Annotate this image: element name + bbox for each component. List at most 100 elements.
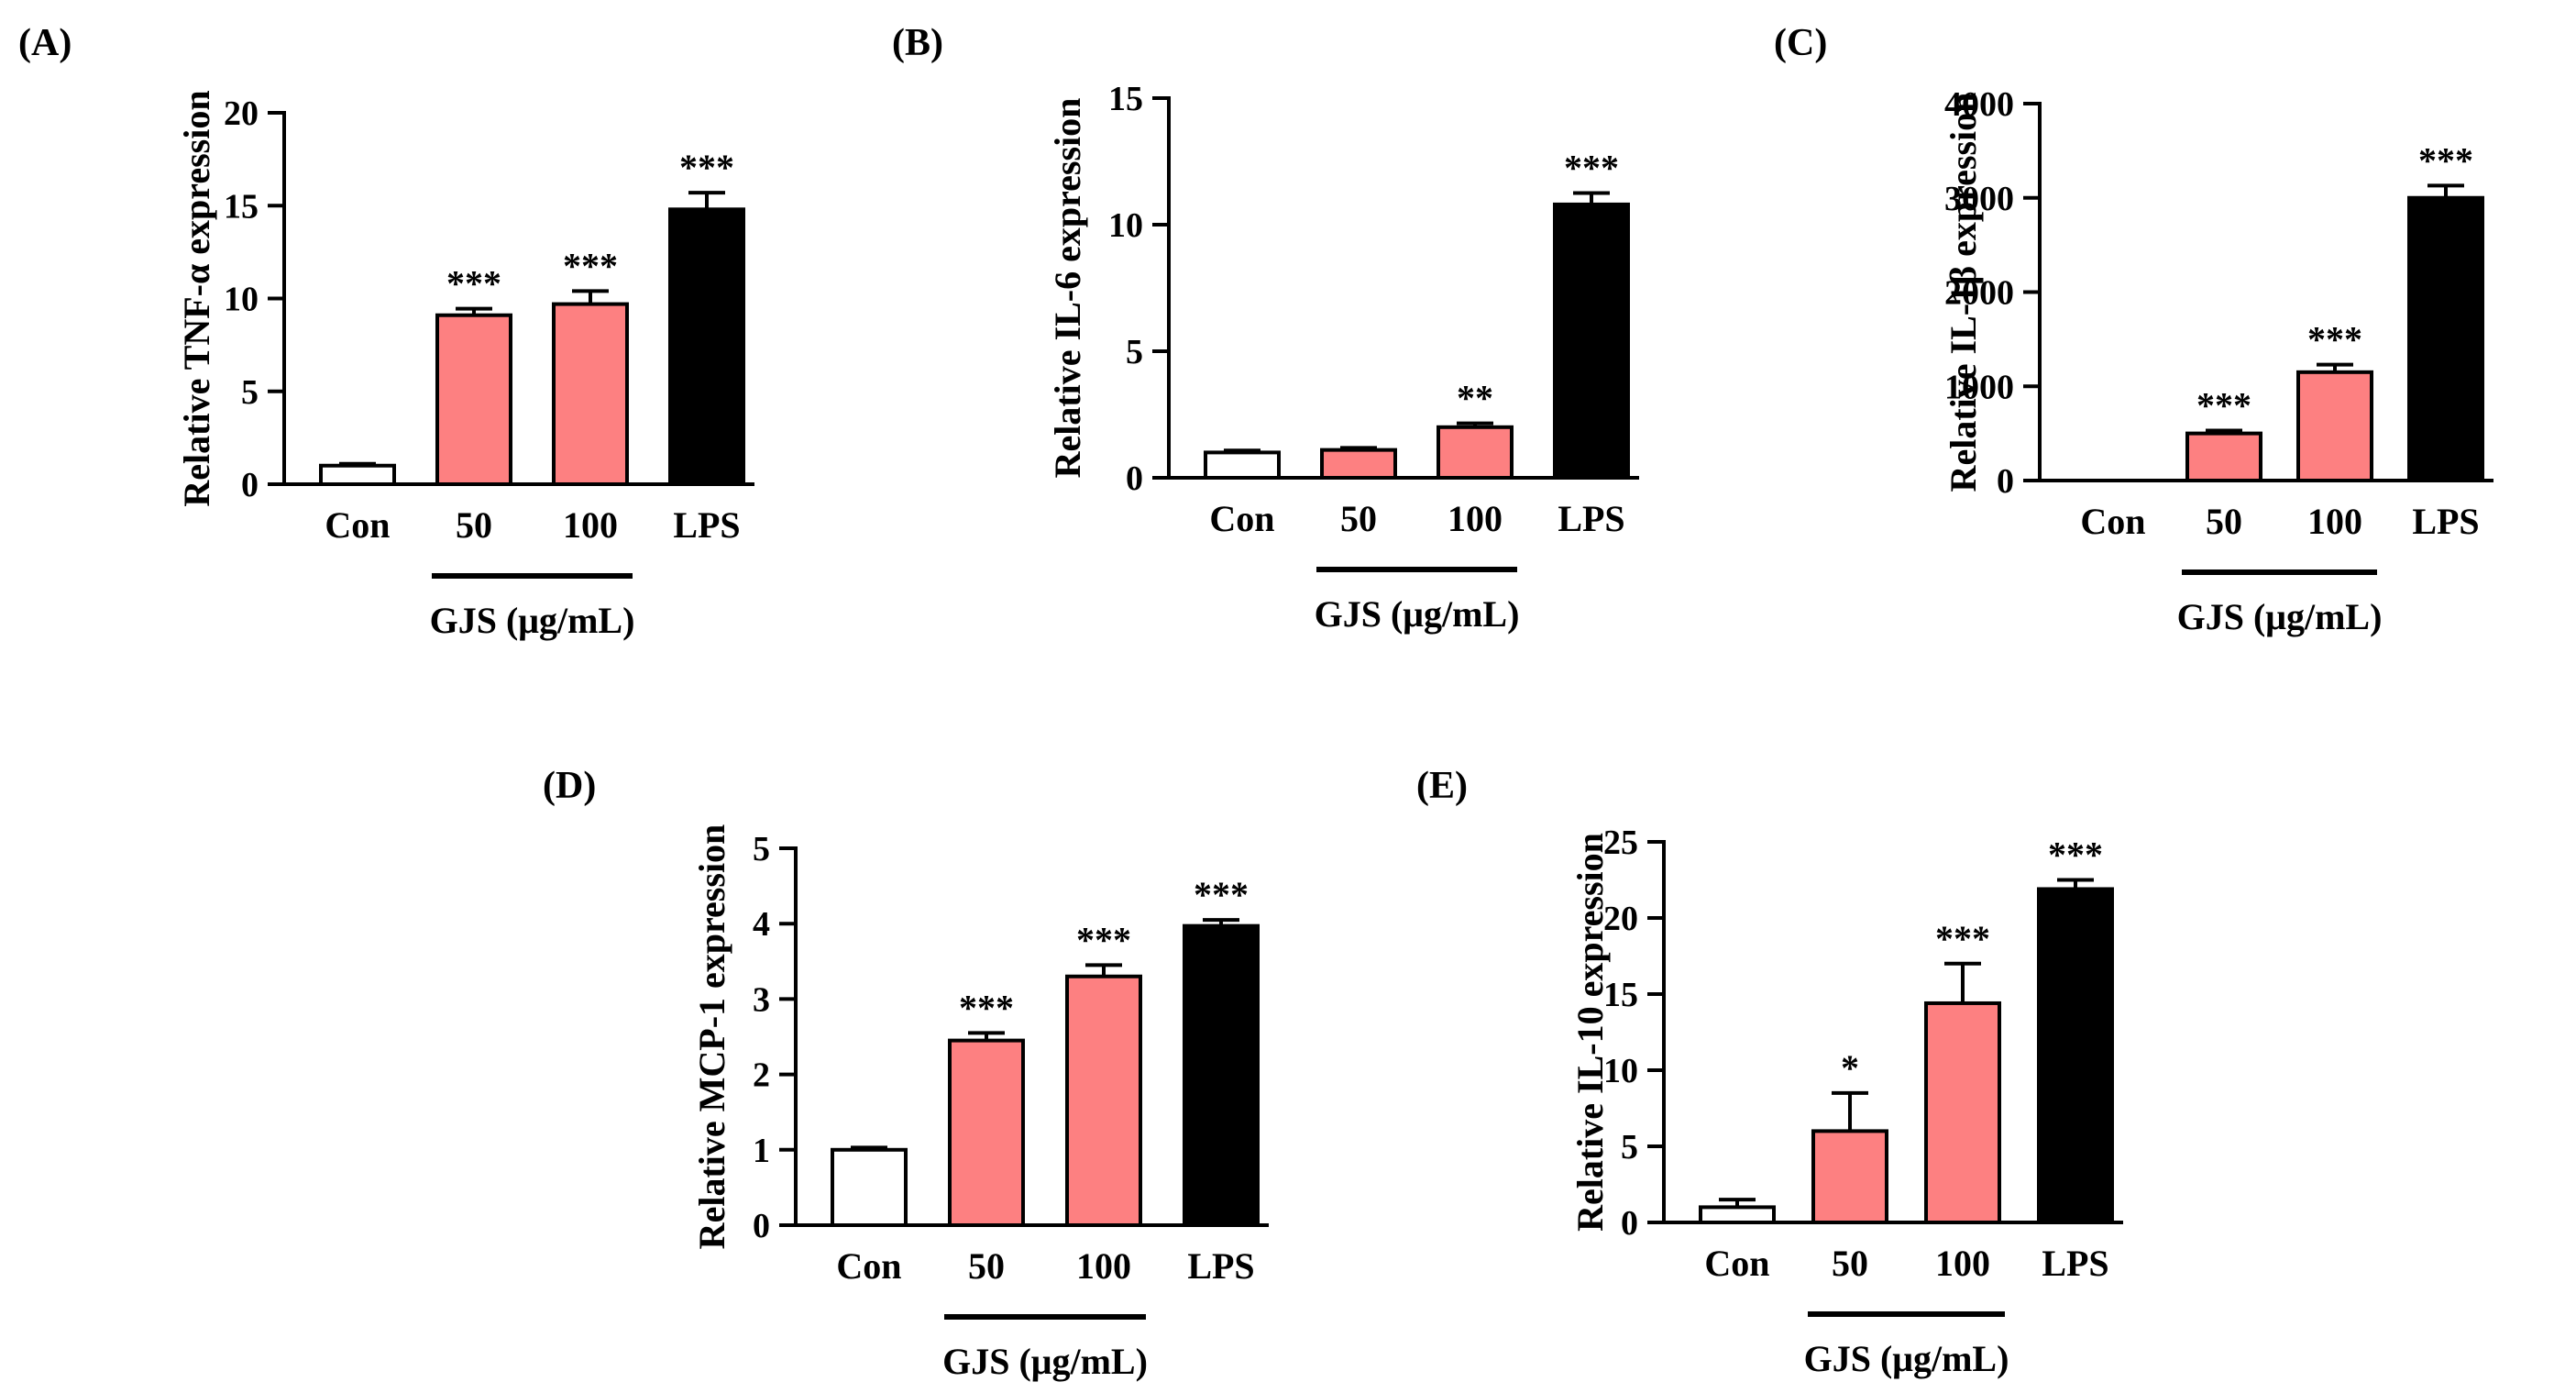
bar [1699, 1205, 1776, 1225]
x-group-label: GJS (μg/mL) [2177, 596, 2383, 637]
x-tick-label: LPS [1558, 498, 1624, 539]
significance-mark: *** [2307, 319, 2362, 360]
y-axis-label: Relative IL-10 expression [1569, 833, 1611, 1232]
x-tick-label: Con [1209, 498, 1274, 539]
y-tick-label: 0 [753, 1207, 770, 1245]
bar [1811, 1129, 1888, 1225]
y-axis-label: Relative MCP-1 expression [691, 824, 732, 1250]
x-tick-label: LPS [673, 504, 740, 546]
bar [319, 463, 396, 486]
error-bar [2317, 362, 2353, 372]
panel-label: (A) [18, 22, 72, 64]
y-tick-label: 0 [241, 466, 259, 504]
error-bar [1340, 446, 1377, 450]
x-tick-label: 50 [1340, 498, 1377, 539]
significance-mark: *** [563, 245, 618, 286]
bar [2296, 370, 2373, 482]
y-axis-label: Relative IL-1β expression [1943, 93, 1984, 492]
error-bar [1224, 448, 1260, 453]
x-group-label: GJS (μg/mL) [430, 600, 635, 641]
error-bar [1832, 1090, 1868, 1132]
bar [2407, 195, 2484, 482]
x-tick-label: LPS [2042, 1243, 2108, 1284]
x-tick-label: 50 [456, 504, 492, 546]
bar [668, 207, 745, 487]
significance-mark: *** [446, 263, 501, 304]
y-tick-label: 4 [753, 905, 770, 944]
y-axis-label: Relative IL-6 expression [1047, 98, 1088, 479]
error-bar [1719, 1198, 1756, 1208]
x-tick-label: 50 [1832, 1243, 1868, 1284]
x-tick-label: LPS [2412, 501, 2479, 542]
error-bar [456, 306, 492, 315]
y-tick-label: 0 [1997, 462, 2014, 501]
significance-mark: *** [959, 987, 1014, 1028]
y-tick-label: 3 [753, 980, 770, 1019]
y-tick-label: 15 [1603, 976, 1638, 1014]
y-tick-label: 10 [224, 281, 259, 319]
chart-panel: (B) 0 5 10 15 Relative IL-6 expression Con 50 **… [892, 22, 1639, 635]
y-tick-label: 3000 [1944, 180, 2014, 218]
error-bar [968, 1031, 1005, 1041]
significance-mark: *** [2418, 139, 2473, 181]
y-tick-label: 2000 [1944, 274, 2014, 313]
y-tick-label: 5 [1621, 1128, 1638, 1166]
y-tick-label: 5 [1126, 333, 1143, 371]
significance-mark: *** [1076, 919, 1131, 960]
chart-panel: (D) 0 1 2 3 4 5 Relative MCP-1 expression Con ***… [543, 765, 1269, 1382]
y-tick-label: 25 [1603, 824, 1638, 862]
error-bar [1203, 918, 1239, 926]
error-bar [572, 289, 609, 304]
error-bar [1085, 963, 1122, 977]
y-tick-label: 2 [753, 1056, 770, 1095]
panel-label: (E) [1416, 765, 1468, 807]
error-bar [2427, 183, 2464, 198]
significance-mark: ** [1457, 378, 1493, 419]
panel-label: (B) [892, 22, 943, 64]
x-tick-label: Con [325, 504, 390, 546]
bar [1320, 448, 1397, 481]
error-bar [339, 461, 376, 466]
significance-mark: * [1841, 1047, 1859, 1089]
panel-label: (D) [543, 765, 596, 807]
significance-mark: *** [1564, 148, 1619, 189]
significance-mark: *** [679, 147, 734, 188]
y-axis-label: Relative TNF-α expression [176, 90, 217, 506]
y-tick-label: 0 [1621, 1204, 1638, 1243]
bar [831, 1147, 908, 1228]
x-tick-label: 100 [2307, 501, 2362, 542]
x-group-label: GJS (μg/mL) [1315, 593, 1520, 635]
bar [948, 1038, 1025, 1227]
y-tick-label: 5 [753, 830, 770, 868]
x-tick-label: Con [2080, 501, 2145, 542]
significance-mark: *** [1935, 918, 1990, 959]
y-tick-label: 20 [224, 94, 259, 133]
y-tick-label: 15 [1108, 80, 1143, 118]
panel-label: (C) [1774, 22, 1827, 64]
significance-mark: *** [2048, 835, 2103, 876]
error-bar [2057, 878, 2094, 890]
bar [2037, 887, 2114, 1225]
bar [1183, 923, 1260, 1228]
error-bar [1573, 191, 1610, 205]
y-tick-label: 5 [241, 373, 259, 412]
y-tick-label: 0 [1126, 459, 1143, 498]
bar [1924, 1001, 2001, 1224]
y-tick-label: 10 [1108, 206, 1143, 245]
error-bar [1944, 961, 1981, 1003]
x-tick-label: 50 [968, 1245, 1005, 1287]
significance-mark: *** [1194, 874, 1249, 915]
x-tick-label: 100 [1448, 498, 1503, 539]
y-tick-label: 4000 [1944, 85, 2014, 124]
bar [2185, 431, 2262, 482]
x-group-label: GJS (μg/mL) [942, 1341, 1148, 1382]
bar [435, 313, 512, 486]
error-bar [688, 191, 725, 210]
y-tick-label: 1000 [1944, 368, 2014, 406]
x-tick-label: 100 [1076, 1245, 1131, 1287]
x-tick-label: Con [1704, 1243, 1769, 1284]
